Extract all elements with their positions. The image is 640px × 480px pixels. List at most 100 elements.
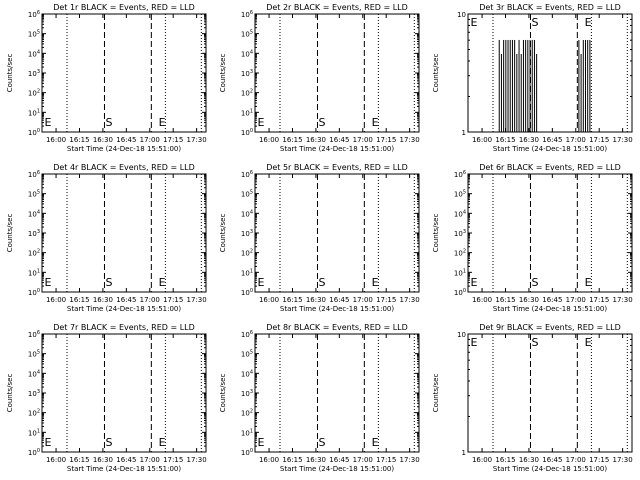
y-tick-label: 104 <box>241 369 253 378</box>
chart-title: Det 1r BLACK = Events, RED = LLD <box>53 3 195 12</box>
x-tick-label: 16:00 <box>46 456 66 464</box>
x-tick-label: 16:15 <box>69 136 89 144</box>
x-tick-label: 16:15 <box>69 296 89 304</box>
y-tick-label: 105 <box>28 30 40 39</box>
y-tick-label: 105 <box>454 190 466 199</box>
chart-title: Det 6r BLACK = Events, RED = LLD <box>479 163 621 172</box>
x-tick-label: 17:00 <box>353 136 373 144</box>
y-tick-label: 104 <box>241 49 253 58</box>
x-tick-label: 16:00 <box>259 296 279 304</box>
y-axis-label: Counts/sec <box>6 54 14 93</box>
y-tick-label: 1 <box>462 449 466 457</box>
chart-svg: Det 4r BLACK = Events, RED = LLD 100 101 10… <box>6 163 207 313</box>
y-axis-label: Counts/sec <box>6 374 14 413</box>
x-tick-label: 17:15 <box>589 296 609 304</box>
y-tick-label: 101 <box>241 268 253 277</box>
phase-marker-label: E <box>372 116 379 129</box>
x-tick-label: 16:45 <box>116 456 136 464</box>
plot-frame <box>41 333 207 453</box>
x-tick-label: 17:00 <box>566 296 586 304</box>
x-tick-label: 16:30 <box>519 296 539 304</box>
x-tick-label: 17:00 <box>566 456 586 464</box>
x-tick-label: 16:15 <box>282 296 302 304</box>
phase-marker-label: S <box>531 336 538 349</box>
phase-marker-label: E <box>585 16 592 29</box>
x-tick-label: 16:30 <box>93 296 113 304</box>
chart-svg: Det 2r BLACK = Events, RED = LLD 100 101 10… <box>219 3 420 153</box>
x-tick-label: 16:30 <box>519 136 539 144</box>
phase-marker-label: S <box>318 116 325 129</box>
y-tick-label: 106 <box>241 170 253 179</box>
x-axis-label: Start Time (24-Dec-18 15:51:00) <box>67 465 181 473</box>
y-tick-label: 104 <box>28 209 40 218</box>
x-tick-label: 17:30 <box>613 456 633 464</box>
y-tick-label: 104 <box>28 369 40 378</box>
phase-marker-label: S <box>105 436 112 449</box>
x-axis-label: Start Time (24-Dec-18 15:51:00) <box>280 465 394 473</box>
x-tick-label: 17:30 <box>187 456 207 464</box>
y-tick-label: 100 <box>28 448 40 457</box>
y-tick-label: 104 <box>28 49 40 58</box>
y-axis-label: Counts/sec <box>219 214 227 253</box>
x-tick-label: 16:00 <box>472 136 492 144</box>
phase-marker-label: E <box>585 276 592 289</box>
phase-marker-label: E <box>258 436 265 449</box>
y-tick-label: 102 <box>241 89 253 98</box>
plot-frame <box>467 13 633 133</box>
phase-marker-label: E <box>258 276 265 289</box>
x-tick-label: 17:15 <box>589 136 609 144</box>
y-tick-label: 106 <box>241 330 253 339</box>
x-tick-label: 16:15 <box>69 456 89 464</box>
y-axis-label: Counts/sec <box>219 374 227 413</box>
y-axis-label: Counts/sec <box>219 54 227 93</box>
y-tick-label: 102 <box>241 249 253 258</box>
y-tick-label: 101 <box>454 268 466 277</box>
plot-frame <box>467 173 633 293</box>
phase-marker-label: E <box>159 276 166 289</box>
detector-panel: Det 8r BLACK = Events, RED = LLD 100 101 10… <box>213 320 426 480</box>
detector-panel: Det 4r BLACK = Events, RED = LLD 100 101 10… <box>0 160 213 320</box>
y-tick-label: 106 <box>28 330 40 339</box>
x-tick-label: 16:45 <box>542 136 562 144</box>
y-axis-label: Counts/sec <box>432 374 440 413</box>
y-axis-label: Counts/sec <box>432 54 440 93</box>
y-tick-label: 101 <box>28 268 40 277</box>
phase-marker-label: S <box>531 276 538 289</box>
phase-marker-label: S <box>318 276 325 289</box>
x-tick-label: 17:15 <box>163 456 183 464</box>
phase-marker-label: E <box>45 116 52 129</box>
phase-marker-label: E <box>159 116 166 129</box>
phase-marker-label: S <box>105 276 112 289</box>
phase-marker-label: E <box>45 276 52 289</box>
x-tick-label: 17:15 <box>589 456 609 464</box>
x-tick-label: 16:00 <box>259 136 279 144</box>
y-tick-label: 103 <box>241 389 253 398</box>
x-tick-label: 17:15 <box>163 136 183 144</box>
phase-marker-label: S <box>531 16 538 29</box>
x-axis-label: Start Time (24-Dec-18 15:51:00) <box>67 145 181 153</box>
y-tick-label: 10 <box>457 11 466 19</box>
x-tick-label: 16:00 <box>46 136 66 144</box>
x-tick-label: 16:15 <box>282 136 302 144</box>
x-tick-label: 16:00 <box>472 296 492 304</box>
x-tick-label: 17:00 <box>566 136 586 144</box>
y-tick-label: 105 <box>241 350 253 359</box>
x-tick-label: 16:45 <box>116 296 136 304</box>
x-tick-label: 16:00 <box>46 296 66 304</box>
y-axis-label: Counts/sec <box>432 214 440 253</box>
x-axis-label: Start Time (24-Dec-18 15:51:00) <box>493 305 607 313</box>
phase-marker-label: E <box>471 336 478 349</box>
x-axis-label: Start Time (24-Dec-18 15:51:00) <box>280 305 394 313</box>
x-tick-label: 16:15 <box>495 296 515 304</box>
chart-title: Det 3r BLACK = Events, RED = LLD <box>479 3 621 12</box>
x-tick-label: 17:00 <box>140 296 160 304</box>
chart-title: Det 9r BLACK = Events, RED = LLD <box>479 323 621 332</box>
y-tick-label: 106 <box>28 10 40 19</box>
y-tick-label: 100 <box>454 288 466 297</box>
phase-marker-label: S <box>105 116 112 129</box>
y-tick-label: 103 <box>28 229 40 238</box>
chart-svg: Det 7r BLACK = Events, RED = LLD 100 101 10… <box>6 323 207 473</box>
y-tick-label: 101 <box>28 108 40 117</box>
x-tick-label: 16:30 <box>306 296 326 304</box>
